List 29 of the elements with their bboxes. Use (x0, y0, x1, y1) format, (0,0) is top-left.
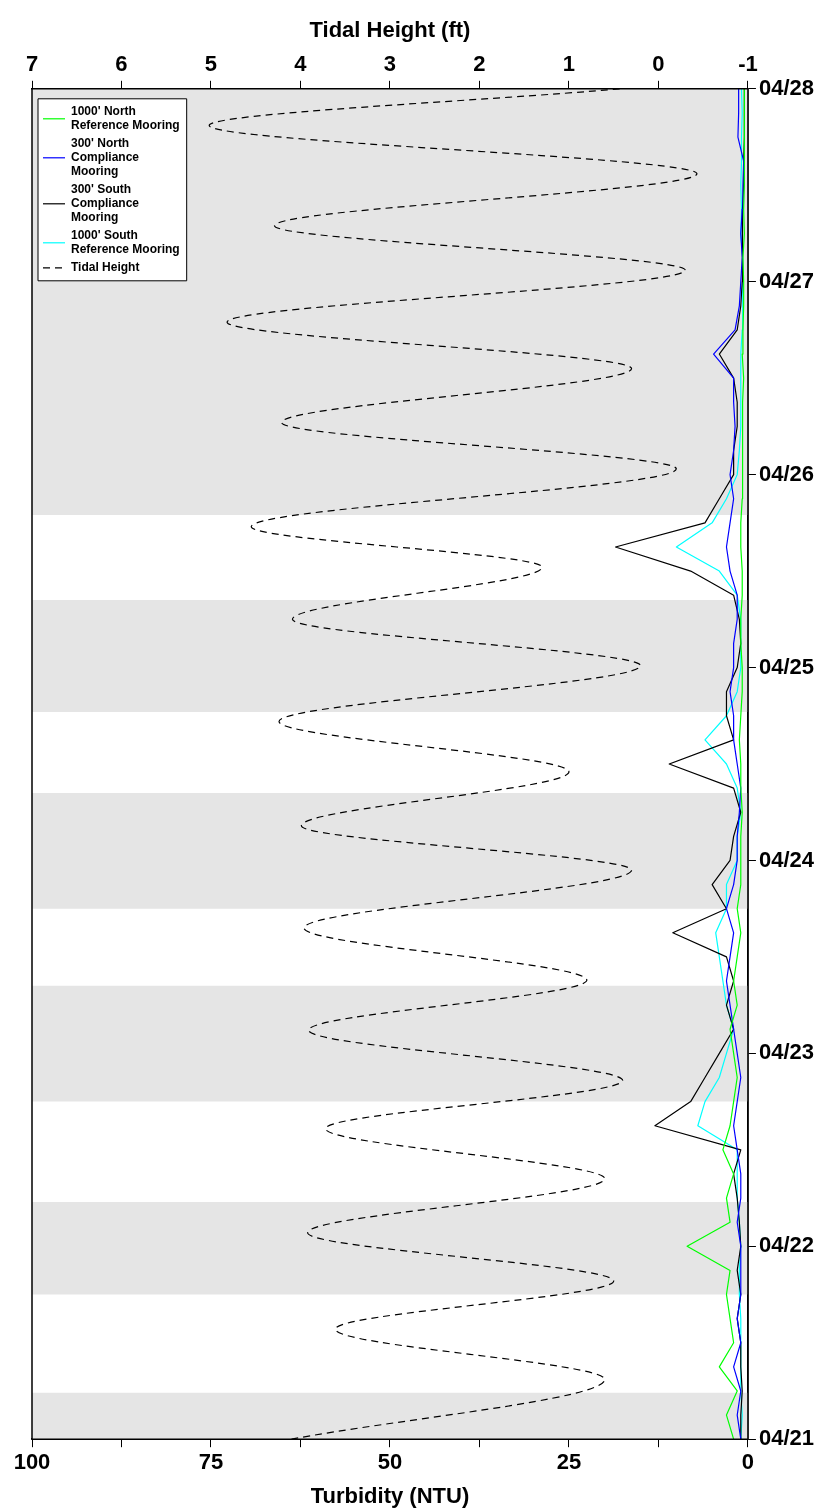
legend-label: Tidal Height (71, 260, 140, 275)
y-tick-label: 04/24 (758, 846, 815, 872)
x2-tick-label: 2 (473, 50, 486, 76)
x-tick-label: 50 (377, 1449, 403, 1475)
x2-tick-label: 5 (204, 50, 218, 76)
x-tick-label: 25 (556, 1449, 582, 1475)
y-tick-label: 04/23 (758, 1039, 815, 1065)
x2-tick-label: -1 (738, 50, 758, 76)
y-tick-label: 04/26 (758, 460, 815, 486)
x-tick-label: 75 (198, 1449, 224, 1475)
x2-tick-label: 7 (25, 50, 39, 76)
x2-tick-label: 6 (115, 50, 128, 76)
legend-label: 1000' South Reference Mooring (71, 228, 180, 257)
x2-tick-label: 0 (652, 50, 665, 76)
x2-tick-label: 1 (562, 50, 576, 76)
y-tick-label: 04/21 (758, 1425, 815, 1451)
x2-axis-title: Tidal Height (ft) (309, 17, 471, 43)
y-tick-label: 04/22 (758, 1232, 815, 1258)
x-axis-title: Turbidity (NTU) (310, 1482, 470, 1508)
x2-tick-label: 4 (294, 50, 308, 76)
y-tick-label: 04/28 (758, 74, 815, 100)
y-tick-label: 04/27 (758, 267, 815, 293)
y-tick-label: 04/25 (758, 653, 815, 679)
legend-label: 1000' North Reference Mooring (71, 104, 180, 133)
legend-label: 300' North Compliance Mooring (71, 136, 140, 179)
x-tick-label: 100 (13, 1449, 51, 1475)
x2-tick-label: 3 (383, 50, 397, 76)
legend-label: 300' South Compliance Mooring (71, 182, 140, 225)
x-tick-label: 0 (741, 1449, 755, 1475)
